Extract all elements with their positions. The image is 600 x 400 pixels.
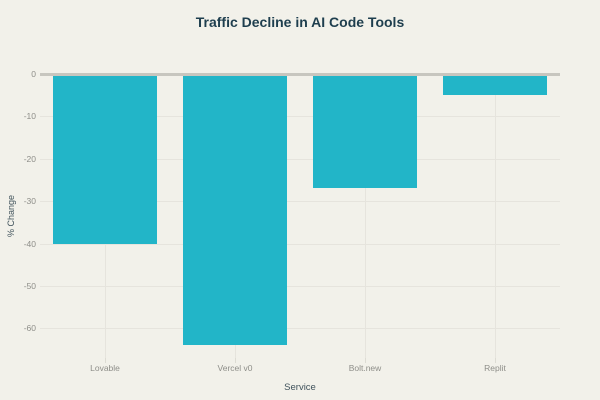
bar-replit: [443, 74, 547, 96]
y-tick-label: -60: [23, 323, 36, 334]
x-tick-label: Vercel v0: [217, 363, 253, 373]
x-axis-title: Service: [284, 382, 316, 393]
y-tick-label: -40: [23, 238, 36, 249]
y-tick-label: -10: [23, 111, 36, 122]
y-gridline: [40, 243, 560, 245]
y-gridline: [40, 116, 560, 118]
x-tick-mark: [105, 358, 106, 363]
y-gridline: [40, 328, 560, 330]
y-gridline: [40, 201, 560, 203]
bar-bolt-new: [313, 74, 417, 189]
x-tick-mark: [365, 358, 366, 363]
x-gridline: [495, 74, 496, 358]
chart-title: Traffic Decline in AI Code Tools: [195, 14, 405, 30]
y-tick-label: 0: [31, 69, 36, 79]
x-tick-label: Replit: [484, 363, 506, 373]
y-tick-label: -30: [23, 196, 36, 207]
plot-area: [40, 73, 560, 358]
bar-vercel-v0: [183, 74, 287, 346]
x-tick-mark: [235, 358, 236, 363]
bar-lovable: [53, 74, 157, 244]
x-gridline: [365, 74, 366, 358]
y-gridline: [40, 158, 560, 160]
x-tick-label: Lovable: [90, 363, 120, 373]
zero-baseline: [40, 73, 560, 76]
y-gridline: [40, 285, 560, 287]
y-tick-label: -50: [23, 280, 36, 291]
x-tick-mark: [495, 358, 496, 363]
x-tick-label: Bolt.new: [348, 363, 382, 373]
y-tick-label: -20: [23, 153, 36, 164]
